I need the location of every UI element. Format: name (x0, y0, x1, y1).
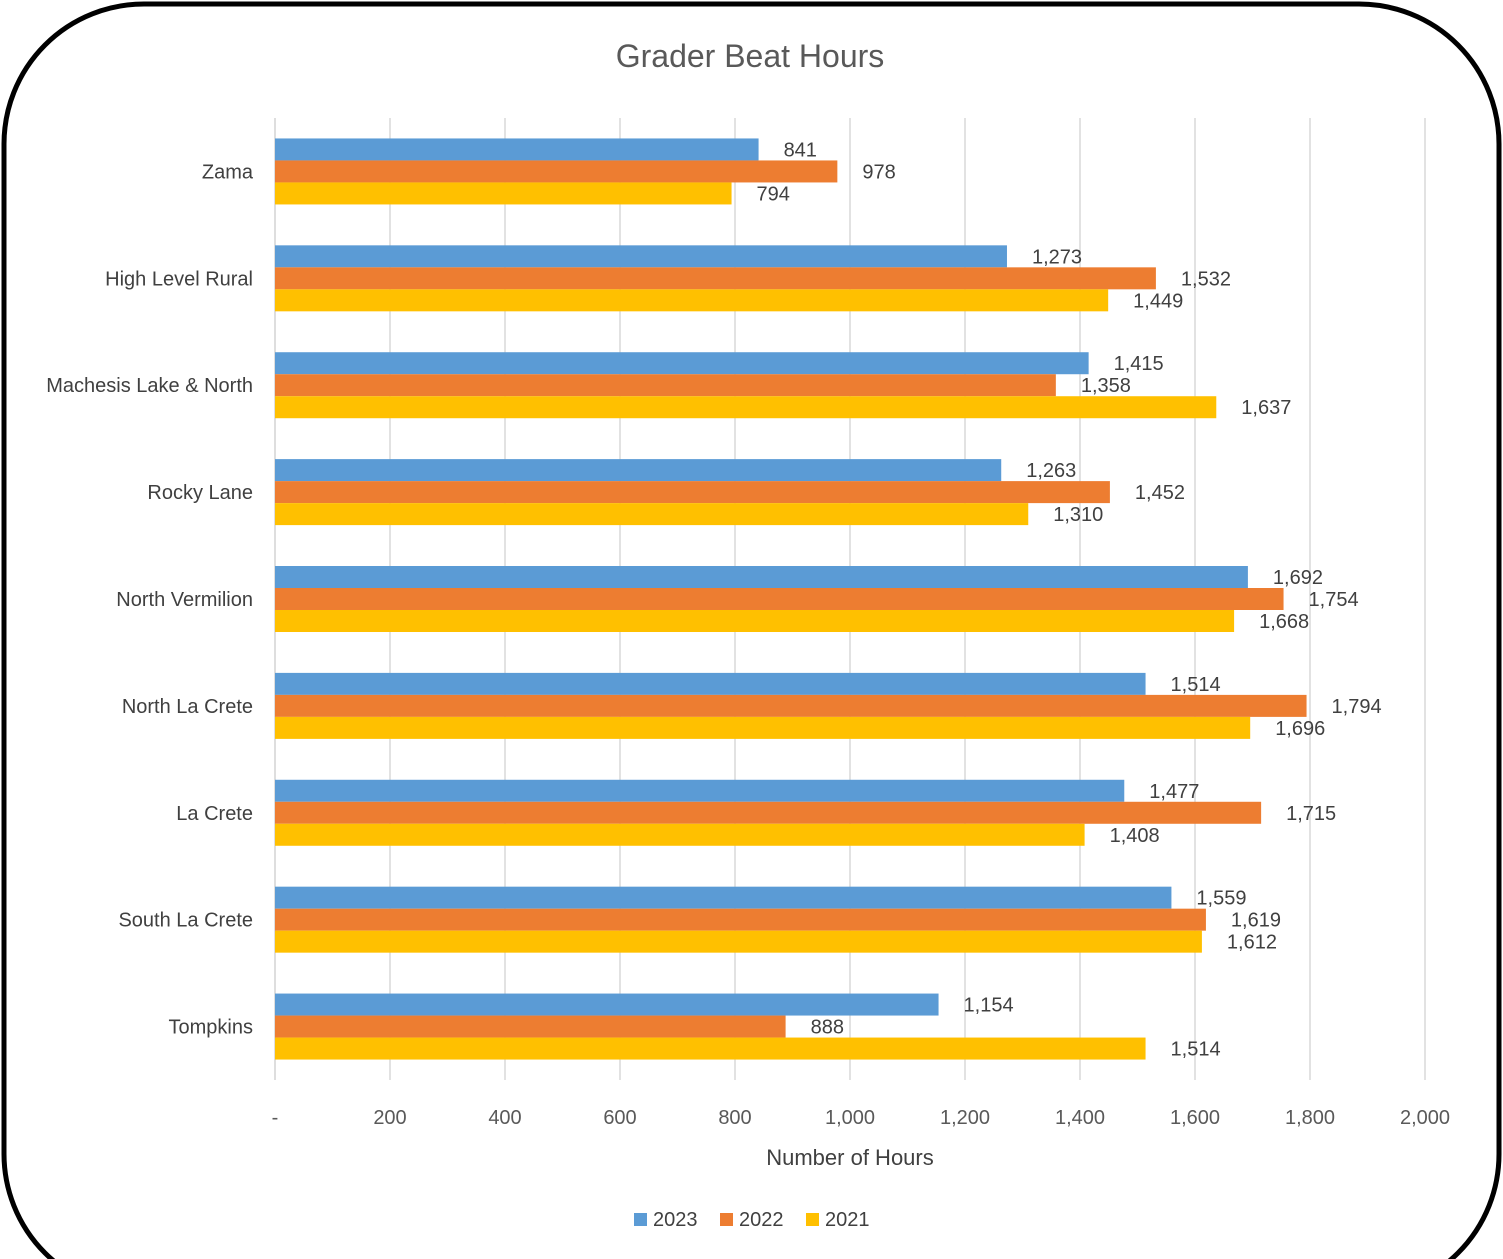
data-label: 794 (757, 183, 790, 205)
x-tick-label: 200 (373, 1107, 406, 1129)
data-label: 1,514 (1171, 674, 1221, 696)
x-tick-label: 1,600 (1170, 1107, 1220, 1129)
data-label: 1,692 (1273, 567, 1323, 589)
bars (275, 138, 1307, 1060)
bar-2022-south-la-crete (275, 908, 1206, 931)
data-label: 1,310 (1053, 504, 1103, 526)
x-tick-label: 1,200 (940, 1107, 990, 1129)
bar-2023-high-level-rural (275, 245, 1007, 268)
bar-2021-south-la-crete (275, 930, 1202, 953)
data-label: 1,754 (1309, 589, 1359, 611)
data-label: 1,358 (1081, 375, 1131, 397)
x-tick-label: 800 (718, 1107, 751, 1129)
legend-swatch (806, 1213, 819, 1226)
bar-2021-zama (275, 182, 732, 205)
data-label: 1,415 (1114, 353, 1164, 375)
category-labels: Zama High Level Rural Machesis Lake & Nort… (46, 161, 254, 1038)
data-label: 1,514 (1171, 1039, 1221, 1061)
data-label: 1,154 (964, 995, 1014, 1017)
bar-2022-tompkins (275, 1015, 786, 1038)
category-label: Tompkins (169, 1017, 253, 1039)
data-label: 1,637 (1241, 397, 1291, 419)
data-label: 1,452 (1135, 482, 1185, 504)
bar-2021-north-la-crete (275, 716, 1251, 739)
data-label: 888 (811, 1017, 844, 1039)
bar-2021-rocky-lane (275, 503, 1029, 526)
bar-2023-rocky-lane (275, 459, 1002, 482)
data-label: 1,715 (1286, 803, 1336, 825)
bar-2021-high-level-rural (275, 289, 1109, 312)
data-label: 1,477 (1149, 781, 1199, 803)
category-label: Rocky Lane (147, 482, 253, 504)
category-label: Zama (202, 161, 254, 183)
x-tick-label: 1,000 (825, 1107, 875, 1129)
bar-2023-south-la-crete (275, 886, 1172, 909)
bar-2022-zama (275, 160, 838, 183)
legend: 2023 2022 2021 (634, 1209, 870, 1231)
bar-2022-rocky-lane (275, 481, 1110, 504)
data-label: 1,619 (1231, 910, 1281, 932)
bar-2022-north-la-crete (275, 694, 1307, 717)
x-tick-label: 1,400 (1055, 1107, 1105, 1129)
bar-2022-machesis-lake-north (275, 374, 1056, 397)
x-tick-label: - (272, 1107, 279, 1129)
data-label: 1,794 (1332, 696, 1382, 718)
x-tick-label: 400 (488, 1107, 521, 1129)
bar-2023-zama (275, 138, 759, 161)
bar-2023-la-crete (275, 779, 1125, 802)
legend-label: 2021 (825, 1209, 870, 1231)
bar-2021-north-vermilion (275, 610, 1235, 632)
chart-title: Grader Beat Hours (616, 38, 885, 74)
x-tick-labels: - 200 400 600 800 1,000 1,200 1,400 1,600 1,800 2,… (272, 1107, 1450, 1129)
data-label: 1,532 (1181, 268, 1231, 290)
x-tick-label: 600 (603, 1107, 636, 1129)
bar-2023-tompkins (275, 993, 939, 1016)
data-label: 1,612 (1227, 932, 1277, 954)
bar-2022-high-level-rural (275, 267, 1156, 290)
legend-swatch (720, 1213, 733, 1226)
data-label: 1,449 (1133, 290, 1183, 312)
category-label: North Vermilion (116, 589, 253, 611)
bar-2023-machesis-lake-north (275, 352, 1089, 375)
data-label: 1,263 (1026, 460, 1076, 482)
legend-label: 2023 (653, 1209, 698, 1231)
legend-label: 2022 (739, 1209, 784, 1231)
category-label: South La Crete (118, 910, 253, 932)
bar-2021-machesis-lake-north (275, 396, 1217, 419)
x-axis-title: Number of Hours (766, 1145, 934, 1170)
data-label: 978 (862, 161, 895, 183)
category-label: North La Crete (122, 696, 253, 718)
x-tick-label: 2,000 (1400, 1107, 1450, 1129)
legend-swatch (634, 1213, 647, 1226)
data-label: 1,559 (1196, 888, 1246, 910)
x-tick-label: 1,800 (1285, 1107, 1335, 1129)
category-label: High Level Rural (105, 268, 253, 290)
data-label: 1,668 (1259, 611, 1309, 633)
bar-2022-la-crete (275, 801, 1262, 824)
bar-2021-tompkins (275, 1037, 1146, 1060)
bar-2022-north-vermilion (275, 588, 1284, 610)
data-label: 1,696 (1275, 718, 1325, 740)
data-label: 1,408 (1110, 825, 1160, 847)
data-label: 841 (784, 139, 817, 161)
data-label: 1,273 (1032, 246, 1082, 268)
bar-2023-north-la-crete (275, 672, 1146, 695)
bar-2021-la-crete (275, 823, 1085, 846)
category-label: Machesis Lake & North (46, 375, 253, 397)
category-label: La Crete (176, 803, 253, 825)
bar-2023-north-vermilion (275, 566, 1248, 588)
